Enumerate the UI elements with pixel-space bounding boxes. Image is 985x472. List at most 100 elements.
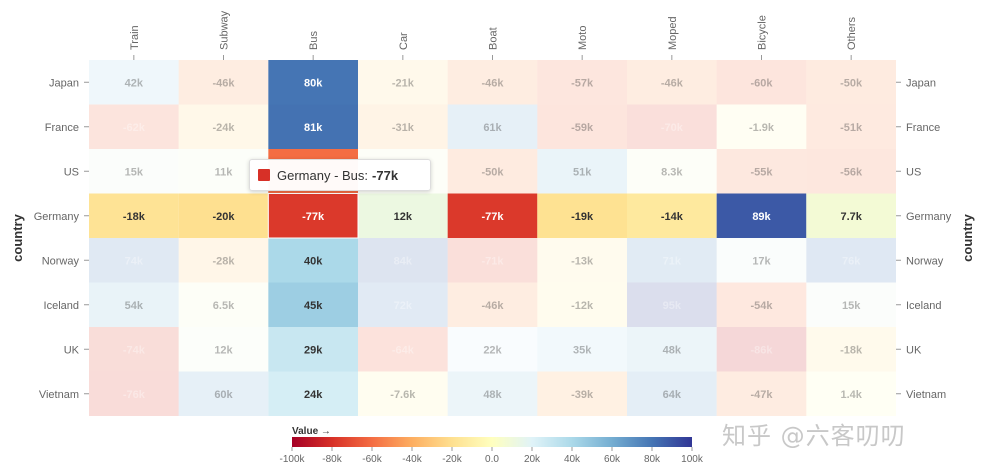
heatmap-cell	[89, 282, 179, 327]
legend-tick-label: -100k	[279, 454, 305, 465]
y-tick-label-left: UK	[64, 344, 80, 356]
cell-label: -12k	[571, 300, 594, 312]
cell-label: -60k	[750, 77, 773, 89]
heatmap-cell	[806, 193, 896, 238]
heatmap-cell	[537, 238, 627, 283]
heatmap-cell	[447, 149, 538, 194]
cell-label: -74k	[123, 344, 146, 356]
heatmap-cell	[716, 193, 807, 238]
legend-tick-label: -40k	[402, 454, 422, 465]
heatmap-cell	[627, 193, 717, 238]
y-tick-label-left: Iceland	[44, 300, 79, 312]
cell-label: -21k	[392, 77, 415, 89]
cell-label: 6.5k	[213, 300, 235, 312]
heatmap-cell	[537, 149, 627, 194]
heatmap-cell	[89, 371, 179, 416]
legend-tick-label: 40k	[564, 454, 581, 465]
cell-label: -54k	[750, 300, 773, 312]
cell-label: -1.9k	[749, 122, 775, 134]
cell-label: 72k	[394, 300, 413, 312]
cell-label: -19k	[571, 211, 594, 223]
cell-label: -18k	[840, 344, 863, 356]
cell-label: 80k	[304, 77, 323, 89]
cell-label: -46k	[661, 77, 684, 89]
cell-label: -56k	[840, 166, 863, 178]
x-tick-label: Bicycle	[757, 15, 769, 50]
legend-title: Value →	[292, 426, 331, 437]
cell-label: -28k	[212, 255, 235, 267]
cell-label: 74k	[125, 255, 144, 267]
y-tick-label-left: Vietnam	[39, 389, 79, 401]
heatmap-cell	[178, 104, 269, 149]
cell-label: -24k	[212, 122, 235, 134]
cell-label: -46k	[481, 300, 504, 312]
heatmap-cell	[447, 104, 538, 149]
heatmap-cell	[447, 60, 538, 105]
heatmap-cell	[627, 282, 717, 327]
cell-label: -31k	[392, 122, 415, 134]
legend: Value → -100k -80k -60k -40k -20k 0.0 20k 40k 60k…	[279, 426, 703, 465]
heatmap-cell	[447, 282, 538, 327]
heatmap-cell	[358, 60, 448, 105]
heatmap-cell	[178, 282, 269, 327]
tooltip: Germany - Bus: -77k	[249, 159, 431, 191]
heatmap-cell	[268, 193, 358, 238]
heatmap-cell	[806, 371, 896, 416]
cell-label: -62k	[123, 122, 146, 134]
heatmap-cell	[627, 60, 717, 105]
y-tick-label-right: Norway	[906, 255, 944, 267]
cell-label: -50k	[481, 166, 504, 178]
cell-label: -14k	[661, 211, 684, 223]
cell-label: -20k	[212, 211, 235, 223]
x-axis: Train Subway Bus Car Boat Moto Moped Bicycle Oth…	[129, 10, 858, 60]
legend-color-bar	[292, 437, 692, 447]
cell-label: -77k	[481, 211, 504, 223]
y-axis: Japan Japan France France US US Germany Germany…	[34, 77, 952, 401]
y-axis-title-right: country	[960, 213, 975, 261]
heatmap-cell	[89, 104, 179, 149]
cell-label: -50k	[840, 77, 863, 89]
cell-label: 17k	[752, 255, 771, 267]
heatmap-cell	[268, 238, 358, 283]
cell-label: 12k	[214, 344, 233, 356]
heatmap-cell	[358, 282, 448, 327]
cell-label: -64k	[392, 344, 415, 356]
cell-label: -55k	[750, 166, 773, 178]
legend-tick-label: 100k	[681, 454, 704, 465]
heatmap-cell	[89, 149, 179, 194]
cell-label: 71k	[663, 255, 682, 267]
cell-label: -86k	[750, 344, 773, 356]
heatmap-cell	[627, 238, 717, 283]
heatmap-cell	[447, 371, 538, 416]
cell-label: -59k	[571, 122, 594, 134]
cell-label: 95k	[663, 300, 682, 312]
cell-label: -51k	[840, 122, 863, 134]
y-tick-label-right: Vietnam	[906, 389, 946, 401]
y-tick-label-right: France	[906, 122, 940, 134]
cell-label: -46k	[481, 77, 504, 89]
cell-label: 89k	[752, 211, 771, 223]
tooltip-label: Germany - Bus:	[277, 167, 369, 183]
cell-label: -77k	[302, 211, 325, 223]
cell-label: 12k	[394, 211, 413, 223]
y-tick-label-left: US	[64, 166, 79, 178]
cell-label: 61k	[483, 122, 502, 134]
heatmap-cell	[89, 327, 179, 372]
heatmap-cell	[627, 149, 717, 194]
legend-tick-label: -60k	[362, 454, 382, 465]
cell-label: 7.7k	[840, 211, 862, 223]
hover-cell-outline	[267, 193, 359, 239]
heatmap-cell	[537, 282, 627, 327]
heatmap-cell	[806, 149, 896, 194]
x-tick-label: Moped	[667, 16, 679, 50]
heatmap-cell	[358, 327, 448, 372]
cell-label: -57k	[571, 77, 594, 89]
heatmap-cell	[89, 238, 179, 283]
heatmap-cell	[358, 104, 448, 149]
heatmap-cell	[178, 371, 269, 416]
heatmap-cell	[268, 282, 358, 327]
heatmap-cell	[716, 104, 807, 149]
heatmap-cell	[806, 327, 896, 372]
cell-label: -13k	[571, 255, 594, 267]
cell-label: 11k	[215, 166, 234, 178]
